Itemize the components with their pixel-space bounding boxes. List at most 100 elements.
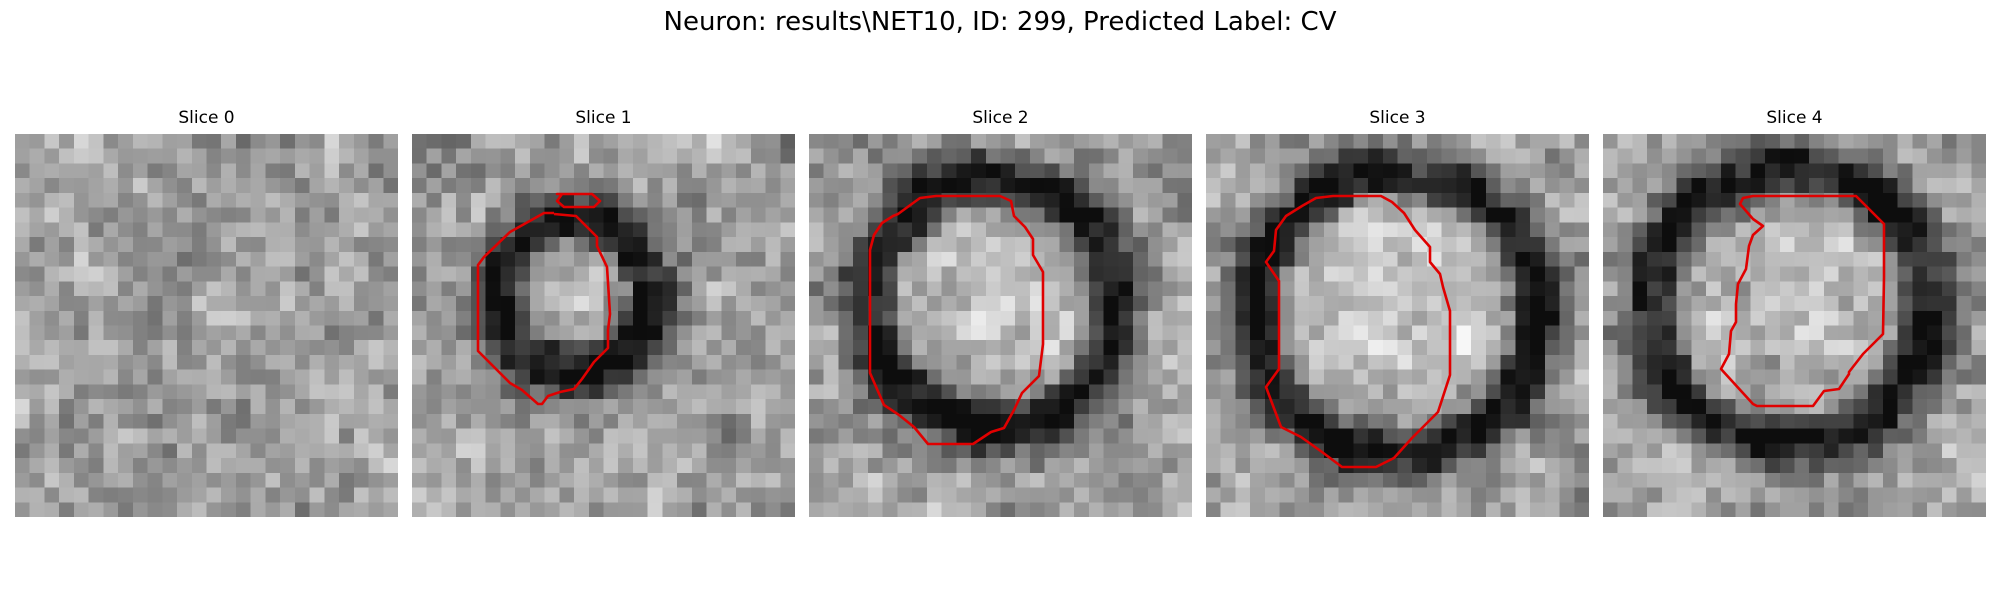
pixel: [780, 207, 795, 223]
pixel: [632, 458, 648, 474]
pixel: [1456, 369, 1472, 385]
pixel: [1382, 178, 1398, 194]
pixel: [1941, 237, 1957, 253]
pixel: [500, 281, 516, 297]
pixel: [1015, 399, 1031, 415]
pixel: [882, 148, 898, 164]
slice-image-3: [1206, 134, 1589, 517]
pixel: [1294, 134, 1310, 150]
pixel: [147, 340, 163, 356]
pixel: [1676, 458, 1692, 474]
pixel: [1735, 340, 1751, 356]
pixel: [1750, 251, 1766, 267]
pixel: [368, 266, 384, 282]
pixel: [750, 222, 766, 238]
pixel: [780, 354, 795, 370]
pixel: [1412, 502, 1428, 517]
pixel: [1941, 413, 1957, 429]
pixel: [1059, 443, 1075, 459]
pixel: [529, 384, 545, 400]
pixel: [1941, 134, 1957, 150]
pixel: [309, 399, 325, 415]
pixel: [1029, 296, 1045, 312]
pixel: [691, 266, 707, 282]
pixel: [1912, 325, 1928, 341]
pixel: [470, 428, 486, 444]
pixel: [1074, 207, 1090, 223]
pixel: [1765, 207, 1781, 223]
pixel: [235, 354, 251, 370]
pixel: [1471, 502, 1487, 517]
pixel: [1133, 384, 1149, 400]
pixel: [1794, 178, 1810, 194]
pixel: [426, 443, 442, 459]
pixel: [1720, 472, 1736, 488]
pixel: [662, 207, 678, 223]
pixel: [1647, 310, 1663, 326]
pixel: [132, 310, 148, 326]
pixel: [647, 222, 663, 238]
pixel: [1720, 251, 1736, 267]
pixel: [1647, 413, 1663, 429]
pixel: [1603, 354, 1619, 370]
pixel: [59, 340, 75, 356]
pixel: [838, 384, 854, 400]
pixel: [1779, 472, 1795, 488]
pixel: [1720, 148, 1736, 164]
pixel: [1133, 148, 1149, 164]
pixel: [867, 134, 883, 150]
pixel: [132, 487, 148, 503]
pixel: [897, 310, 913, 326]
pixel: [1133, 325, 1149, 341]
pixel: [1735, 399, 1751, 415]
pixel: [515, 310, 531, 326]
pixel: [588, 458, 604, 474]
pixel: [1118, 354, 1134, 370]
pixel: [426, 340, 442, 356]
pixel: [632, 487, 648, 503]
pixel: [1471, 384, 1487, 400]
pixel: [309, 502, 325, 517]
pixel: [1000, 310, 1016, 326]
pixel: [368, 413, 384, 429]
pixel: [1220, 413, 1236, 429]
pixel: [1691, 266, 1707, 282]
pixel: [956, 222, 972, 238]
pixel: [1823, 384, 1839, 400]
pixel: [1074, 163, 1090, 179]
pixel: [809, 296, 825, 312]
pixel: [941, 237, 957, 253]
pixel: [1809, 148, 1825, 164]
pixel: [765, 340, 781, 356]
pixel: [1530, 281, 1546, 297]
pixel: [500, 384, 516, 400]
pixel: [1088, 325, 1104, 341]
pixel: [1706, 163, 1722, 179]
pixel: [1912, 163, 1928, 179]
pixel: [853, 369, 869, 385]
pixel: [294, 472, 310, 488]
slice-4-pixels: [1603, 134, 1986, 517]
pixel: [956, 163, 972, 179]
pixel: [339, 325, 355, 341]
pixel: [1397, 354, 1413, 370]
pixel: [1426, 443, 1442, 459]
pixel: [618, 399, 634, 415]
pixel: [1971, 413, 1986, 429]
pixel: [412, 369, 428, 385]
pixel: [941, 134, 957, 150]
pixel: [706, 384, 722, 400]
pixel: [1941, 384, 1957, 400]
pixel: [736, 428, 752, 444]
pixel: [618, 472, 634, 488]
pixel: [1088, 369, 1104, 385]
pixel: [618, 237, 634, 253]
pixel: [412, 443, 428, 459]
pixel: [1044, 487, 1060, 503]
pixel: [1559, 222, 1575, 238]
pixel: [1147, 340, 1163, 356]
pixel: [1559, 384, 1575, 400]
pixel: [1206, 472, 1222, 488]
contour-line: [555, 192, 602, 209]
pixel: [485, 192, 501, 208]
